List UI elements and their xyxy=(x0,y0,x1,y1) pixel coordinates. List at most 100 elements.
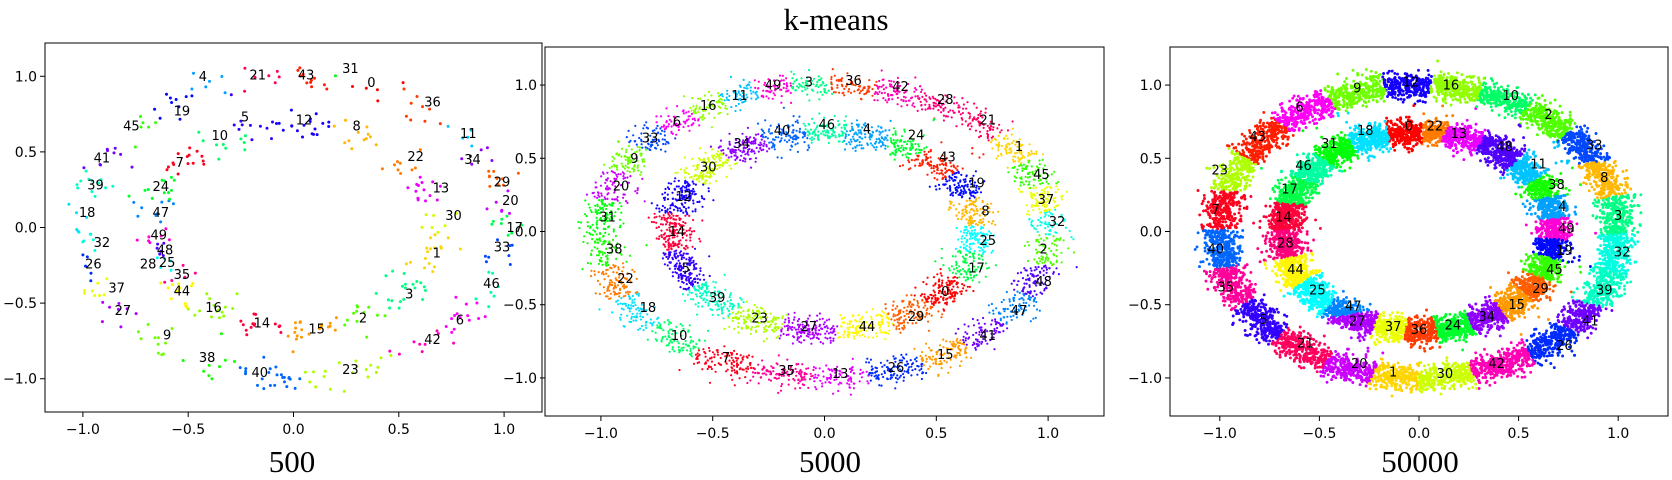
data-point xyxy=(1056,204,1059,207)
data-point xyxy=(982,330,986,334)
data-point xyxy=(646,338,649,341)
data-point xyxy=(591,192,594,195)
data-point xyxy=(772,319,775,322)
data-point xyxy=(344,118,347,122)
data-point xyxy=(778,74,782,77)
data-point xyxy=(1049,212,1052,215)
data-point xyxy=(680,258,683,261)
data-point xyxy=(298,66,302,70)
data-point xyxy=(692,340,695,343)
data-point xyxy=(183,275,187,279)
data-point xyxy=(202,162,206,166)
data-point xyxy=(791,140,794,144)
data-point xyxy=(801,363,804,366)
data-point xyxy=(237,127,241,131)
data-point xyxy=(817,138,820,142)
data-point xyxy=(868,132,872,135)
data-point xyxy=(955,214,958,217)
data-point xyxy=(685,186,688,189)
data-point xyxy=(789,368,792,371)
data-point xyxy=(815,319,819,322)
data-point xyxy=(1045,223,1048,226)
data-point xyxy=(902,310,905,313)
data-point xyxy=(586,221,589,224)
data-point xyxy=(965,209,968,213)
data-point xyxy=(435,198,439,202)
data-point xyxy=(1029,296,1032,299)
data-point xyxy=(734,109,737,113)
data-point xyxy=(892,300,895,303)
data-point xyxy=(704,355,707,358)
data-point xyxy=(897,147,901,150)
data-point xyxy=(663,134,667,137)
data-point xyxy=(1028,218,1031,221)
data-point xyxy=(768,128,771,131)
data-point xyxy=(600,175,603,178)
data-point xyxy=(641,146,644,149)
data-point xyxy=(656,124,659,127)
data-point xyxy=(706,171,709,174)
data-point xyxy=(739,109,742,112)
data-point xyxy=(961,342,964,345)
data-point xyxy=(924,108,927,111)
data-point xyxy=(859,368,862,371)
data-point xyxy=(914,76,917,79)
data-point xyxy=(780,374,783,377)
data-point xyxy=(848,326,851,329)
data-point xyxy=(1044,192,1047,195)
data-point xyxy=(89,279,93,283)
data-point xyxy=(740,311,743,314)
data-point xyxy=(930,167,933,170)
data-point xyxy=(617,303,620,306)
data-point xyxy=(1020,271,1023,274)
data-point xyxy=(877,313,880,316)
data-point xyxy=(403,282,407,286)
data-point xyxy=(889,119,892,122)
data-point xyxy=(971,152,974,155)
data-point xyxy=(869,323,873,326)
data-point xyxy=(704,151,707,154)
data-point xyxy=(491,271,495,275)
data-point xyxy=(857,88,860,91)
data-point xyxy=(577,220,580,224)
data-point xyxy=(875,370,879,373)
data-point xyxy=(773,145,776,148)
data-point xyxy=(430,226,434,229)
data-point xyxy=(738,316,741,319)
data-point xyxy=(598,195,601,198)
data-point xyxy=(991,139,994,142)
data-point xyxy=(670,182,673,185)
data-point xyxy=(474,297,478,301)
data-point xyxy=(731,311,735,314)
data-point xyxy=(733,154,736,157)
data-point xyxy=(455,211,459,215)
data-point xyxy=(969,122,972,125)
data-point xyxy=(987,266,991,269)
data-point xyxy=(1004,307,1007,310)
data-point xyxy=(916,158,920,161)
data-point xyxy=(702,183,705,186)
data-point xyxy=(911,96,914,99)
data-point xyxy=(681,349,684,352)
data-point xyxy=(973,249,976,253)
data-point xyxy=(432,214,436,217)
data-point xyxy=(217,157,221,161)
data-point xyxy=(745,320,748,323)
data-point xyxy=(139,125,143,129)
data-point xyxy=(662,196,666,200)
data-point xyxy=(995,143,998,146)
data-point xyxy=(809,137,812,140)
data-point xyxy=(884,144,887,147)
data-point xyxy=(971,343,974,347)
data-point xyxy=(967,230,970,233)
data-point xyxy=(615,300,618,303)
data-point xyxy=(869,138,872,141)
data-point xyxy=(636,192,639,195)
data-point xyxy=(703,278,706,281)
data-point xyxy=(1012,139,1015,142)
data-point xyxy=(419,281,423,285)
data-point xyxy=(982,251,985,254)
data-point xyxy=(716,353,720,356)
data-point xyxy=(846,334,849,337)
data-point xyxy=(962,178,965,181)
